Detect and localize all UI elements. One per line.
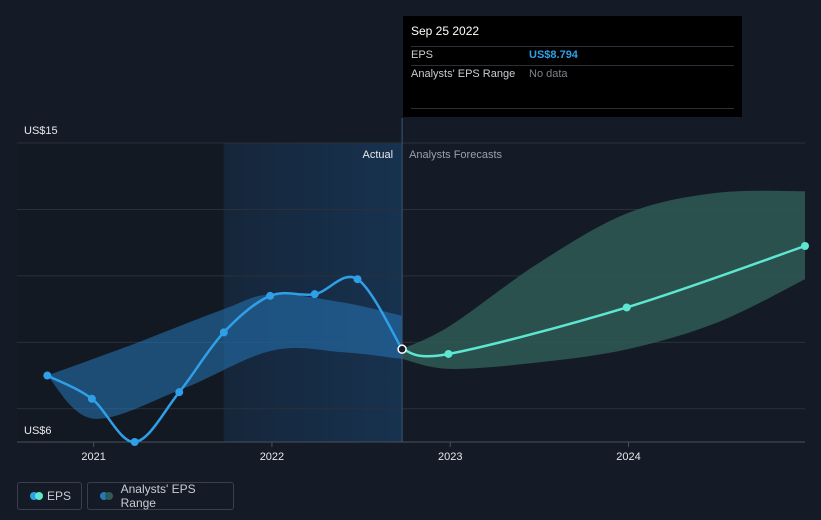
legend-eps-button[interactable]: EPS [17,482,82,510]
x-tick-label-2024: 2024 [616,451,640,463]
legend-range-label: Analysts' EPS Range [120,482,196,510]
actual-eps-point [219,328,228,337]
chart-tooltip: Sep 25 2022 EPS US$8.794 Analysts' EPS R… [403,16,742,117]
legend-eps-label: EPS [46,489,71,503]
range-swatch-icon [100,492,113,500]
actual-section-label: Actual [363,149,394,161]
actual-eps-point [43,371,52,380]
actual-eps-point [310,290,319,299]
x-tick-label-2021: 2021 [81,451,105,463]
tooltip-date: Sep 25 2022 [411,24,480,38]
y-tick-label-top: US$15 [24,125,58,137]
tooltip-range-label: Analysts' EPS Range [411,68,516,80]
y-tick-label-bottom: US$6 [24,425,52,437]
actual-eps-range-band [47,294,403,419]
eps-swatch-icon [30,492,43,500]
actual-eps-point [87,394,96,403]
actual-eps-point [353,275,362,284]
hovered-eps-point [397,344,407,354]
tooltip-eps-value: US$8.794 [529,49,578,61]
actual-eps-point [130,438,139,446]
forecast-eps-line [400,244,807,358]
actual-eps-point [175,388,184,397]
forecast-eps-point [444,349,453,358]
tooltip-range-row: Analysts' EPS Range No data [411,65,734,84]
tooltip-divider [411,108,734,109]
x-tick-label-2023: 2023 [438,451,462,463]
tooltip-range-value: No data [529,68,568,80]
legend-range-button[interactable]: Analysts' EPS Range [87,482,234,510]
forecast-eps-range-band [402,190,805,369]
forecast-section-label: Analysts Forecasts [409,149,502,161]
forecast-eps-point [622,303,631,312]
actual-eps-point [266,291,275,300]
x-tick-label-2022: 2022 [260,451,284,463]
forecast-eps-point [801,241,809,250]
tooltip-eps-row: EPS US$8.794 [411,46,734,65]
tooltip-eps-label: EPS [411,49,434,61]
